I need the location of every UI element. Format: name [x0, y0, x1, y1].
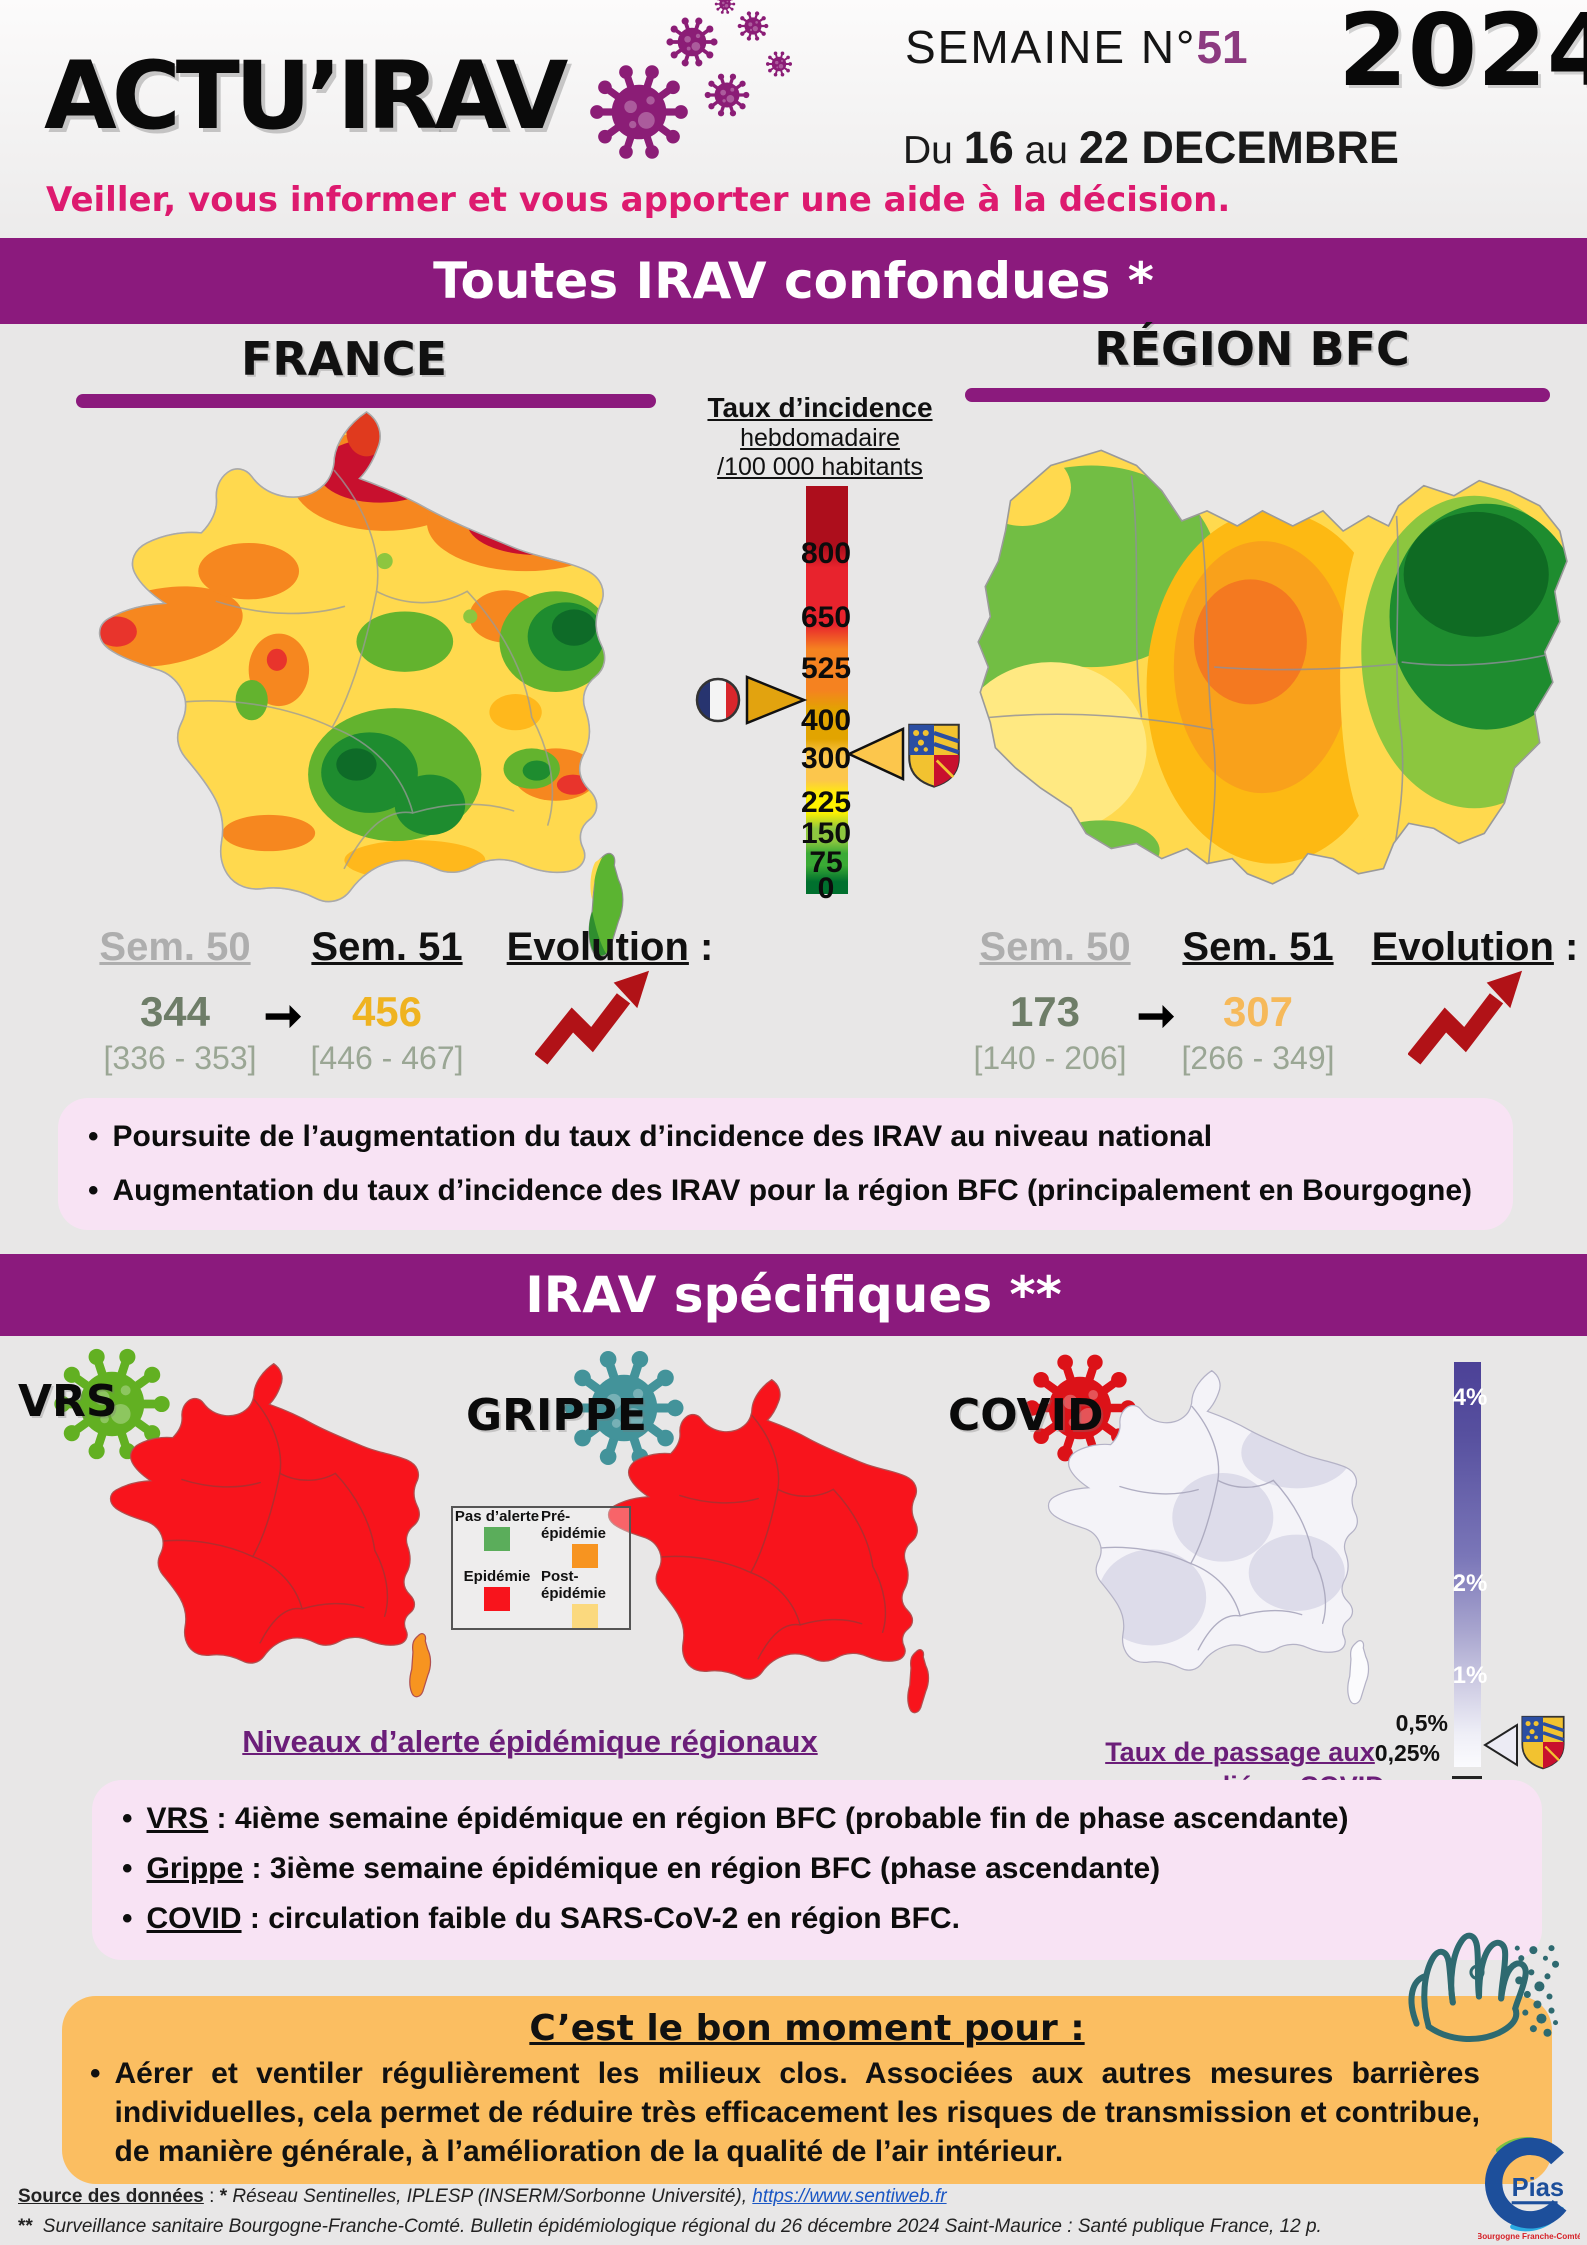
france-map-title: FRANCE: [240, 332, 448, 386]
bfc-curr-range: [266 - 349]: [1181, 1040, 1335, 1076]
advice-box: [62, 1996, 1552, 2184]
scale-tick: 225: [800, 786, 852, 819]
france-prev-range: [336 - 353]: [103, 1040, 257, 1076]
section-banner-all-irav: Toutes IRAV confondues *: [0, 238, 1587, 324]
covid-scale-tick: 1%: [1452, 1662, 1488, 1689]
scale-tick: 400: [800, 704, 852, 737]
covid-scale-tick: 0,5%: [1395, 1710, 1448, 1736]
data-source-line: Source des données : * Réseau Sentinelle…: [18, 2186, 947, 2207]
date-range: Du 16 au 22 DECEMBRE: [903, 122, 1399, 173]
bfc-map-title: RÉGION BFC: [1094, 322, 1410, 376]
covid-scale-tick: 4%: [1452, 1384, 1488, 1411]
france-evolution-label: Evolution :: [506, 925, 714, 969]
bfc-shield-icon: [1520, 1714, 1566, 1770]
summary-bullet: • VRS : 4ième semaine épidémique en régio…: [122, 1802, 1349, 1835]
trend-arrow-glyph: ➞: [1136, 989, 1176, 1041]
covid-map-label: COVID: [948, 1390, 1104, 1441]
legend-swatch-orange: [572, 1544, 598, 1568]
virus-cluster-icon: [575, 0, 794, 172]
summary-box-specific-irav: • VRS : 4ième semaine épidémique en régio…: [92, 1780, 1542, 1960]
bfc-title-underline: [965, 388, 1550, 402]
legend-item: Post-épidémie: [541, 1568, 629, 1628]
grippe-alert-map: [607, 1379, 930, 1714]
sentiweb-link[interactable]: https://www.sentiweb.fr: [752, 2186, 947, 2207]
legend-item: Epidémie: [464, 1568, 530, 1628]
bfc-curr-week-label: Sem. 51: [1182, 925, 1334, 969]
hand-hygiene-icon: [1408, 1932, 1560, 2043]
covid-urgences-map: [1047, 1370, 1370, 1705]
france-curr-range: [446 - 467]: [310, 1040, 464, 1076]
week-label-text: SEMAINE N°: [905, 21, 1197, 73]
legend-swatch-green: [484, 1527, 510, 1551]
cpias-logo-region: Bourgogne Franche-Comté: [1478, 2232, 1580, 2241]
cpias-logo: Pias Bourgogne Franche-Comté: [1478, 2137, 1580, 2241]
week-label: SEMAINE N°51: [905, 20, 1248, 74]
summary-box-all-irav: • Poursuite de l’augmentation du taux d’i…: [58, 1098, 1513, 1230]
year-label: 2024: [1338, 0, 1587, 109]
vrs-alert-map: [109, 1363, 432, 1698]
cpias-logo-text: Pias: [1512, 2174, 1564, 2202]
incidence-color-scale: [806, 486, 848, 894]
scale-tick: 75: [809, 846, 843, 879]
france-flag-icon: [695, 677, 741, 723]
advice-title: C’est le bon moment pour :: [529, 2008, 1085, 2049]
scale-tick: 0: [817, 872, 835, 905]
scale-tick: 150: [800, 817, 852, 850]
grippe-map-label: GRIPPE: [466, 1390, 647, 1441]
trend-up-arrow-icon: [535, 968, 653, 1068]
incidence-scale-title: Taux d’incidence hebdomadaire /100 000 h…: [707, 392, 933, 481]
alert-map-caption: Niveaux d’alerte épidémique régionaux: [242, 1724, 818, 1759]
alert-level-legend: Pas d’alerte Pré-épidémie Epidémie Post-…: [451, 1506, 631, 1630]
bfc-level-pointer-icon: [846, 727, 905, 781]
france-title-underline: [76, 394, 656, 408]
bfc-evolution-label: Evolution :: [1371, 925, 1579, 969]
summary-bullet: • COVID : circulation faible du SARS-CoV-…: [122, 1902, 960, 1935]
section-banner-specific-irav: IRAV spécifiques **: [0, 1254, 1587, 1336]
week-number: 51: [1196, 21, 1248, 73]
covid-rate-color-scale: [1454, 1362, 1481, 1767]
france-prev-week-label: Sem. 50: [99, 925, 251, 969]
reference-line: ** Surveillance sanitaire Bourgogne-Franc…: [18, 2216, 1322, 2237]
france-incidence-map: [98, 411, 624, 958]
bfc-incidence-map: [977, 449, 1568, 885]
bfc-prev-value: 173: [1009, 988, 1081, 1035]
vrs-map-label: VRS: [18, 1376, 118, 1427]
bfc-curr-value: 307: [1222, 988, 1294, 1035]
scale-tick: 650: [800, 601, 852, 634]
header-background: [0, 0, 1587, 238]
trend-up-arrow-icon: [1408, 968, 1526, 1068]
bfc-prev-range: [140 - 206]: [973, 1040, 1127, 1076]
france-prev-value: 344: [139, 988, 211, 1035]
summary-bullet: • Poursuite de l’augmentation du taux d’i…: [88, 1120, 1213, 1153]
advice-text: • Aérer et ventiler régulièrement les mi…: [90, 2057, 1480, 2168]
scale-tick: 800: [800, 537, 852, 570]
bfc-level-pointer-icon: [1483, 1723, 1518, 1767]
scale-tick: 525: [800, 652, 852, 685]
france-curr-week-label: Sem. 51: [311, 925, 463, 969]
covid-scale-tick: 2%: [1452, 1570, 1488, 1597]
covid-scale-tick: 0,25%: [1374, 1740, 1440, 1766]
covid-scale-baseline: [1452, 1776, 1482, 1779]
trend-arrow-glyph: ➞: [263, 989, 303, 1041]
summary-bullet: • Grippe : 3ième semaine épidémique en ré…: [122, 1852, 1161, 1885]
legend-item: Pré-épidémie: [541, 1508, 629, 1568]
scale-tick: 300: [800, 742, 852, 775]
summary-bullet: • Augmentation du taux d’incidence des IR…: [88, 1174, 1473, 1207]
tagline: Veiller, vous informer et vous apporter …: [46, 180, 1231, 220]
france-curr-value: 456: [351, 988, 423, 1035]
france-level-pointer-icon: [745, 675, 808, 725]
legend-swatch-yellow: [572, 1604, 598, 1628]
legend-item: Pas d’alerte: [455, 1508, 539, 1568]
app-title: ACTU’IRAV: [44, 42, 568, 151]
bfc-prev-week-label: Sem. 50: [979, 925, 1131, 969]
legend-swatch-red: [484, 1587, 510, 1611]
